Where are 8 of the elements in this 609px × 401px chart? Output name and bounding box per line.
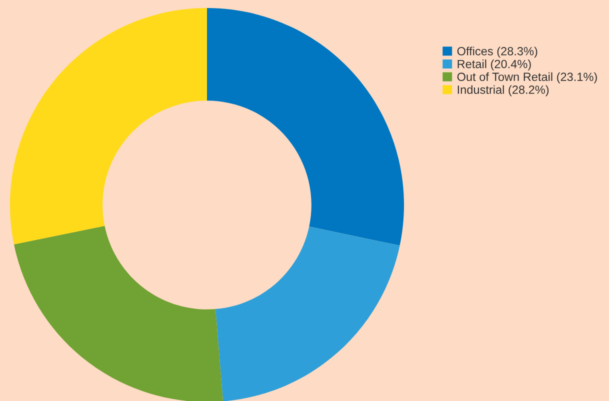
legend-label: Offices (28.3%) [457, 46, 538, 58]
donut-slice [10, 8, 207, 244]
legend-label: Industrial (28.2%) [458, 85, 549, 96]
donut-slice [216, 226, 400, 401]
donut-slice [207, 8, 404, 246]
donut-slice [14, 226, 224, 401]
legend-label: Out of Town Retail (23.1%) [457, 72, 597, 84]
legend-label: Retail (20.4%) [458, 60, 531, 71]
